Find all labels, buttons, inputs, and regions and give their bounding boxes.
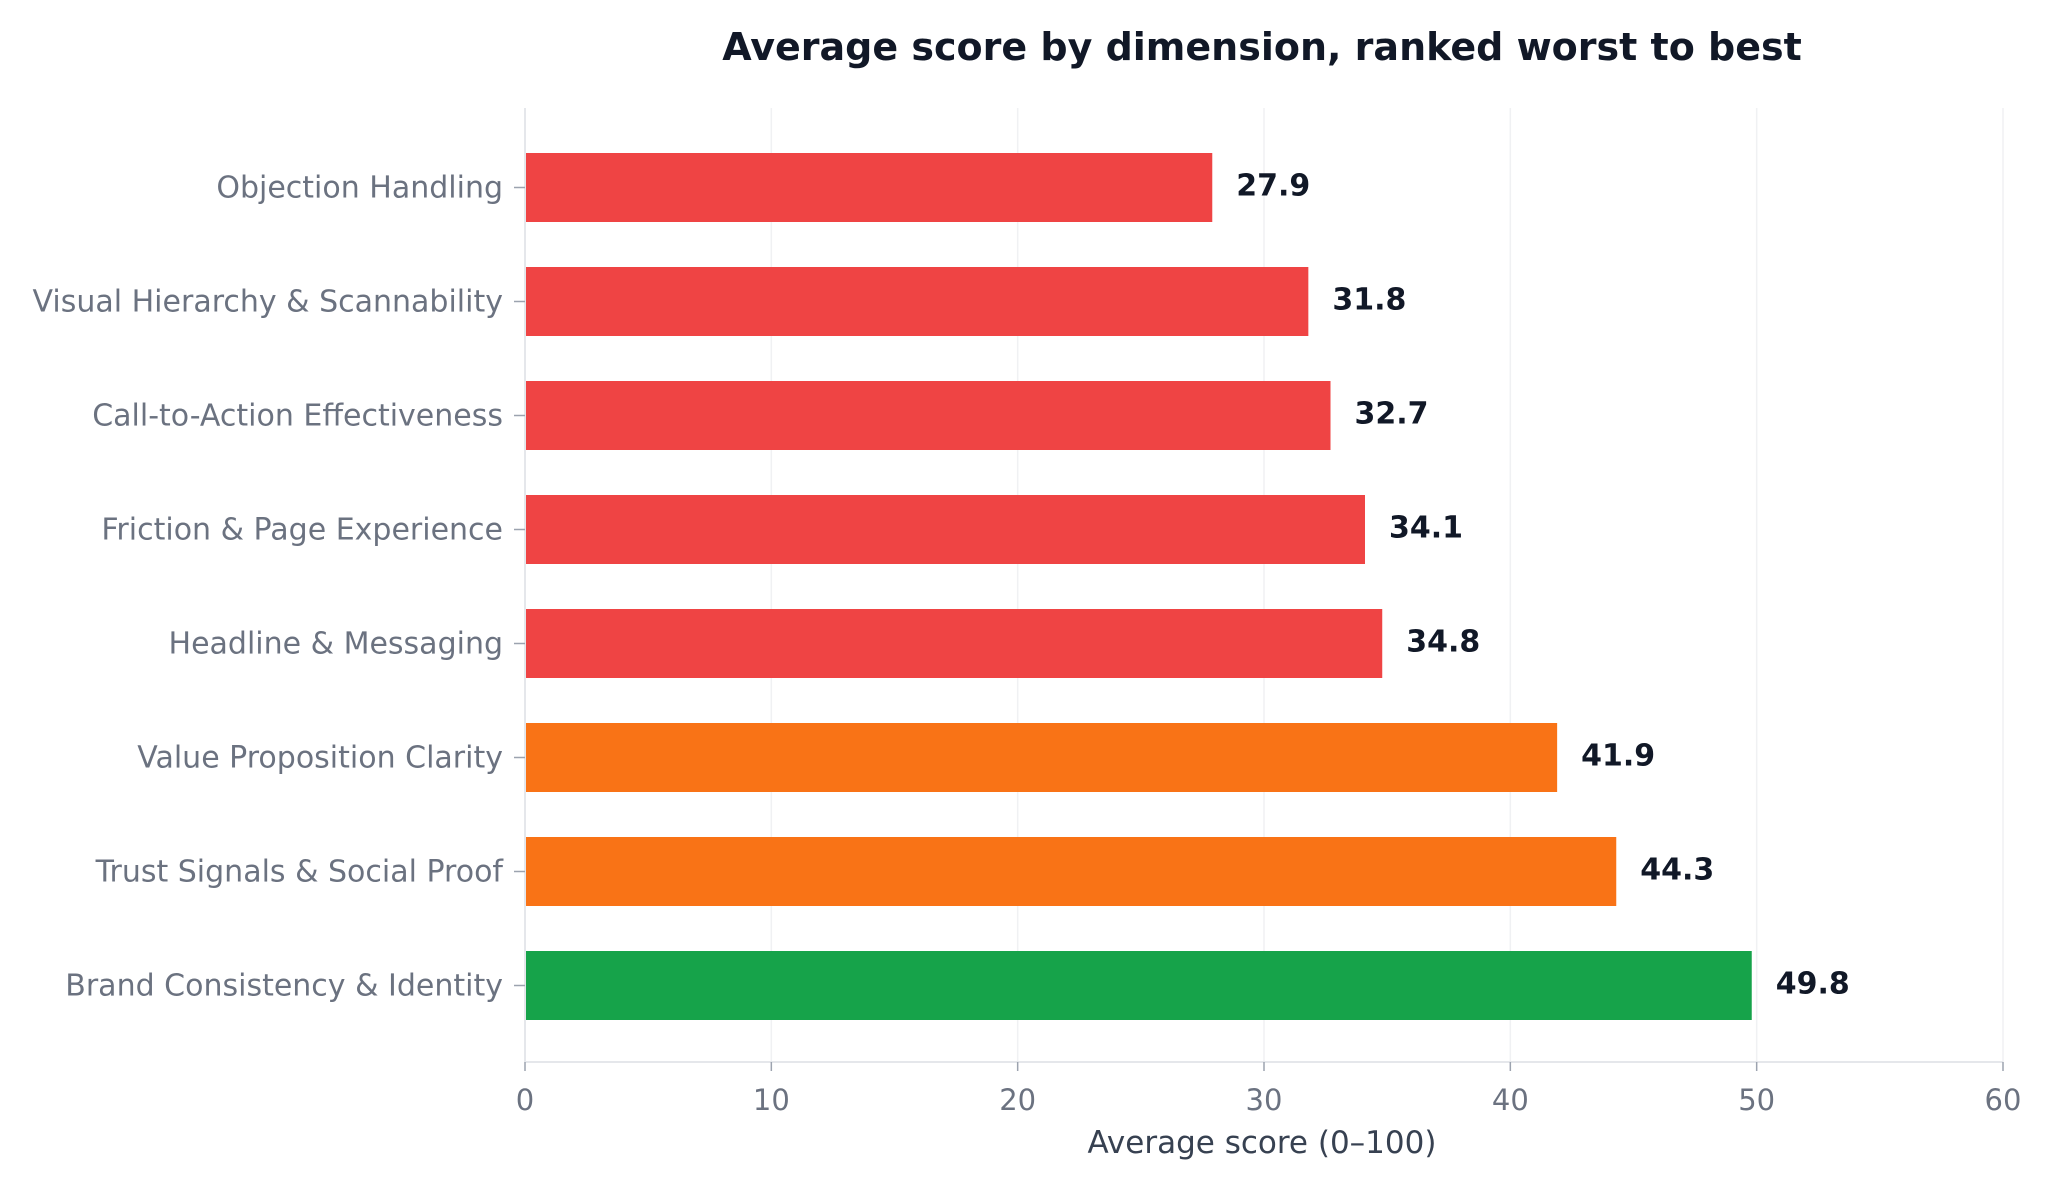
category-labels: Objection Handling Visual Hierarchy & Sca… [33, 171, 505, 1004]
category-label: Value Proposition Clarity [137, 741, 503, 776]
value-label: 31.8 [1332, 283, 1406, 318]
category-label: Objection Handling [216, 171, 503, 206]
bar [526, 381, 1331, 450]
bar [526, 609, 1383, 678]
value-label: 32.7 [1355, 397, 1429, 432]
value-label: 44.3 [1640, 853, 1714, 888]
value-labels: 27.9 31.8 32.7 34.1 34.8 41.9 44.3 49.8 [1236, 169, 1850, 1002]
grid-lines [770, 108, 2004, 1062]
bar [526, 723, 1558, 792]
x-axis-title: Average score (0–100) [1088, 1125, 1437, 1161]
category-label: Visual Hierarchy & Scannability [33, 285, 503, 320]
value-label: 41.9 [1581, 739, 1655, 774]
chart-title: Average score by dimension, ranked worst… [722, 25, 1802, 69]
category-label: Brand Consistency & Identity [65, 969, 503, 1004]
value-label: 49.8 [1776, 967, 1850, 1002]
x-tick-label: 50 [1738, 1083, 1775, 1117]
value-label: 34.1 [1389, 511, 1463, 546]
x-tick-label: 0 [516, 1083, 534, 1117]
bars [526, 153, 1752, 1020]
category-label: Friction & Page Experience [101, 513, 503, 548]
bar [526, 267, 1309, 336]
x-tick-label: 20 [999, 1083, 1036, 1117]
bar [526, 837, 1617, 906]
bar [526, 153, 1213, 222]
value-label: 27.9 [1236, 169, 1310, 204]
x-axis: 0 10 20 30 40 50 60 [514, 108, 2021, 1117]
x-tick-label: 40 [1492, 1083, 1529, 1117]
category-label: Call-to-Action Effectiveness [92, 399, 503, 434]
x-tick-label: 30 [1246, 1083, 1283, 1117]
value-label: 34.8 [1406, 625, 1480, 660]
category-label: Trust Signals & Social Proof [95, 855, 505, 890]
bar [526, 495, 1365, 564]
category-label: Headline & Messaging [169, 627, 503, 662]
x-tick-label: 60 [1985, 1083, 2022, 1117]
bar [526, 951, 1752, 1020]
x-tick-label: 10 [753, 1083, 790, 1117]
